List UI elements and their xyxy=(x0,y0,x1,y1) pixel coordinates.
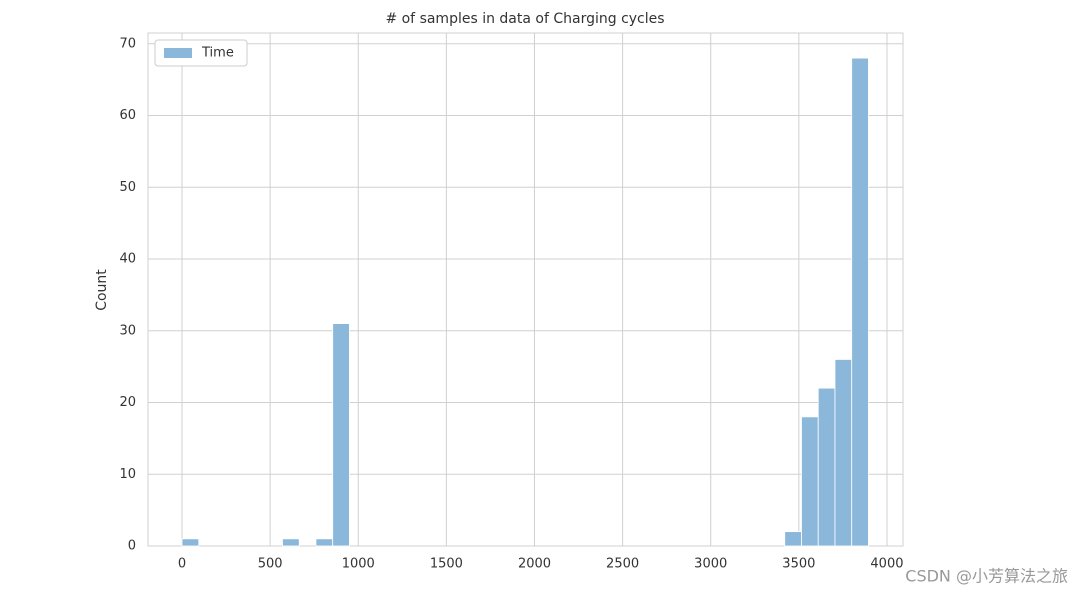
x-tick-label: 3000 xyxy=(694,557,727,572)
bar xyxy=(181,538,200,547)
x-tick-label: 2500 xyxy=(606,557,639,572)
bar xyxy=(834,359,853,547)
bar xyxy=(801,416,819,547)
bar xyxy=(784,531,802,547)
legend-swatch xyxy=(164,48,192,58)
y-tick-label: 20 xyxy=(119,395,136,410)
y-tick-label: 50 xyxy=(119,180,136,195)
x-tick-label: 1000 xyxy=(342,557,375,572)
y-tick-label: 0 xyxy=(128,539,136,554)
bar xyxy=(851,57,869,547)
legend-box xyxy=(154,39,248,67)
y-tick-label: 60 xyxy=(119,108,136,123)
y-tick-label: 10 xyxy=(119,467,136,482)
y-tick-label: 30 xyxy=(119,323,136,338)
x-tick-label: 1500 xyxy=(430,557,463,572)
x-tick-label: 500 xyxy=(258,557,283,572)
watermark: CSDN @小芳算法之旅 xyxy=(905,567,1068,586)
x-tick-label: 0 xyxy=(178,557,186,572)
x-tick-label: 2000 xyxy=(518,557,551,572)
bar xyxy=(315,538,334,547)
y-tick-label: 40 xyxy=(119,252,136,267)
y-tick-label: 70 xyxy=(119,36,136,51)
bar xyxy=(817,387,836,547)
bar xyxy=(332,323,350,547)
bar xyxy=(282,538,300,547)
legend-label: Time xyxy=(201,46,234,61)
chart-title: # of samples in data of Charging cycles xyxy=(385,11,664,27)
x-tick-label: 4000 xyxy=(870,557,903,572)
y-axis-label: Count xyxy=(94,269,110,311)
plot-frame xyxy=(147,32,904,547)
x-tick-label: 3500 xyxy=(782,557,815,572)
